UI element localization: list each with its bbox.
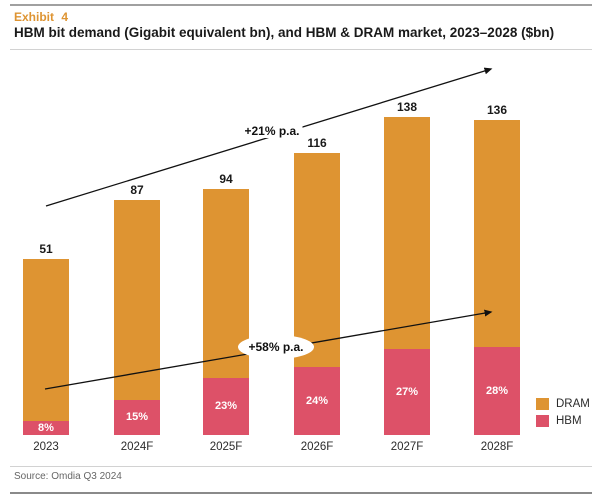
hbm-growth-callout-ellipse	[238, 335, 314, 359]
top-divider	[10, 4, 592, 6]
exhibit-label: Exhibit 4	[14, 10, 69, 24]
x-axis-label-2025f: 2025F	[209, 441, 243, 453]
bar-2023: 8%	[23, 259, 69, 435]
hbm-segment-2026f: 24%	[294, 367, 340, 435]
hbm-share-label: 23%	[214, 400, 238, 412]
hbm-segment-2024f: 15%	[114, 400, 160, 435]
x-axis-label-2026f: 2026F	[300, 441, 334, 453]
hbm-segment-2023: 8%	[23, 421, 69, 435]
x-axis-label-2023: 2023	[33, 441, 59, 453]
header-divider	[10, 49, 592, 50]
hbm-share-label: 15%	[125, 411, 149, 423]
footer-divider	[10, 466, 592, 467]
bar-total-label: 87	[130, 183, 144, 197]
bar-2028f: 28%	[474, 120, 520, 435]
x-axis-label-2024f: 2024F	[120, 441, 154, 453]
x-axis-label-2027f: 2027F	[390, 441, 424, 453]
bottom-divider	[10, 492, 592, 494]
hbm-swatch-icon	[536, 415, 549, 427]
legend-item-dram: DRAM	[536, 398, 590, 410]
hbm-share-label: 24%	[305, 394, 329, 407]
legend: DRAM HBM	[536, 398, 590, 432]
bar-total-label: 138	[396, 100, 418, 114]
x-axis-label-2028f: 2028F	[480, 441, 514, 453]
hbm-segment-2027f: 27%	[384, 349, 430, 435]
hbm-growth-label: +58% p.a.	[248, 340, 304, 354]
bar-total-label: 94	[219, 172, 233, 186]
legend-label-hbm: HBM	[556, 415, 582, 427]
bar-2027f: 27%	[384, 117, 430, 435]
bar-2024f: 15%	[114, 200, 160, 435]
legend-item-hbm: HBM	[536, 415, 590, 427]
source-note: Source: Omdia Q3 2024	[14, 471, 122, 482]
legend-label-dram: DRAM	[556, 398, 590, 410]
bar-2025f: 23%	[203, 189, 249, 435]
hbm-share-label: 27%	[395, 385, 419, 398]
bar-2026f: 24%	[294, 153, 340, 435]
bar-total-label: 116	[307, 136, 327, 150]
hbm-share-label: 28%	[485, 384, 509, 397]
hbm-segment-2025f: 23%	[203, 378, 249, 435]
hbm-segment-2028f: 28%	[474, 347, 520, 435]
bar-total-label: 51	[39, 242, 53, 256]
page-title: HBM bit demand (Gigabit equivalent bn), …	[14, 25, 555, 40]
dram-swatch-icon	[536, 398, 549, 410]
hbm-share-label: 8%	[38, 421, 54, 434]
dram-growth-label: +21% p.a.	[241, 124, 303, 138]
bar-total-label: 136	[486, 103, 508, 117]
